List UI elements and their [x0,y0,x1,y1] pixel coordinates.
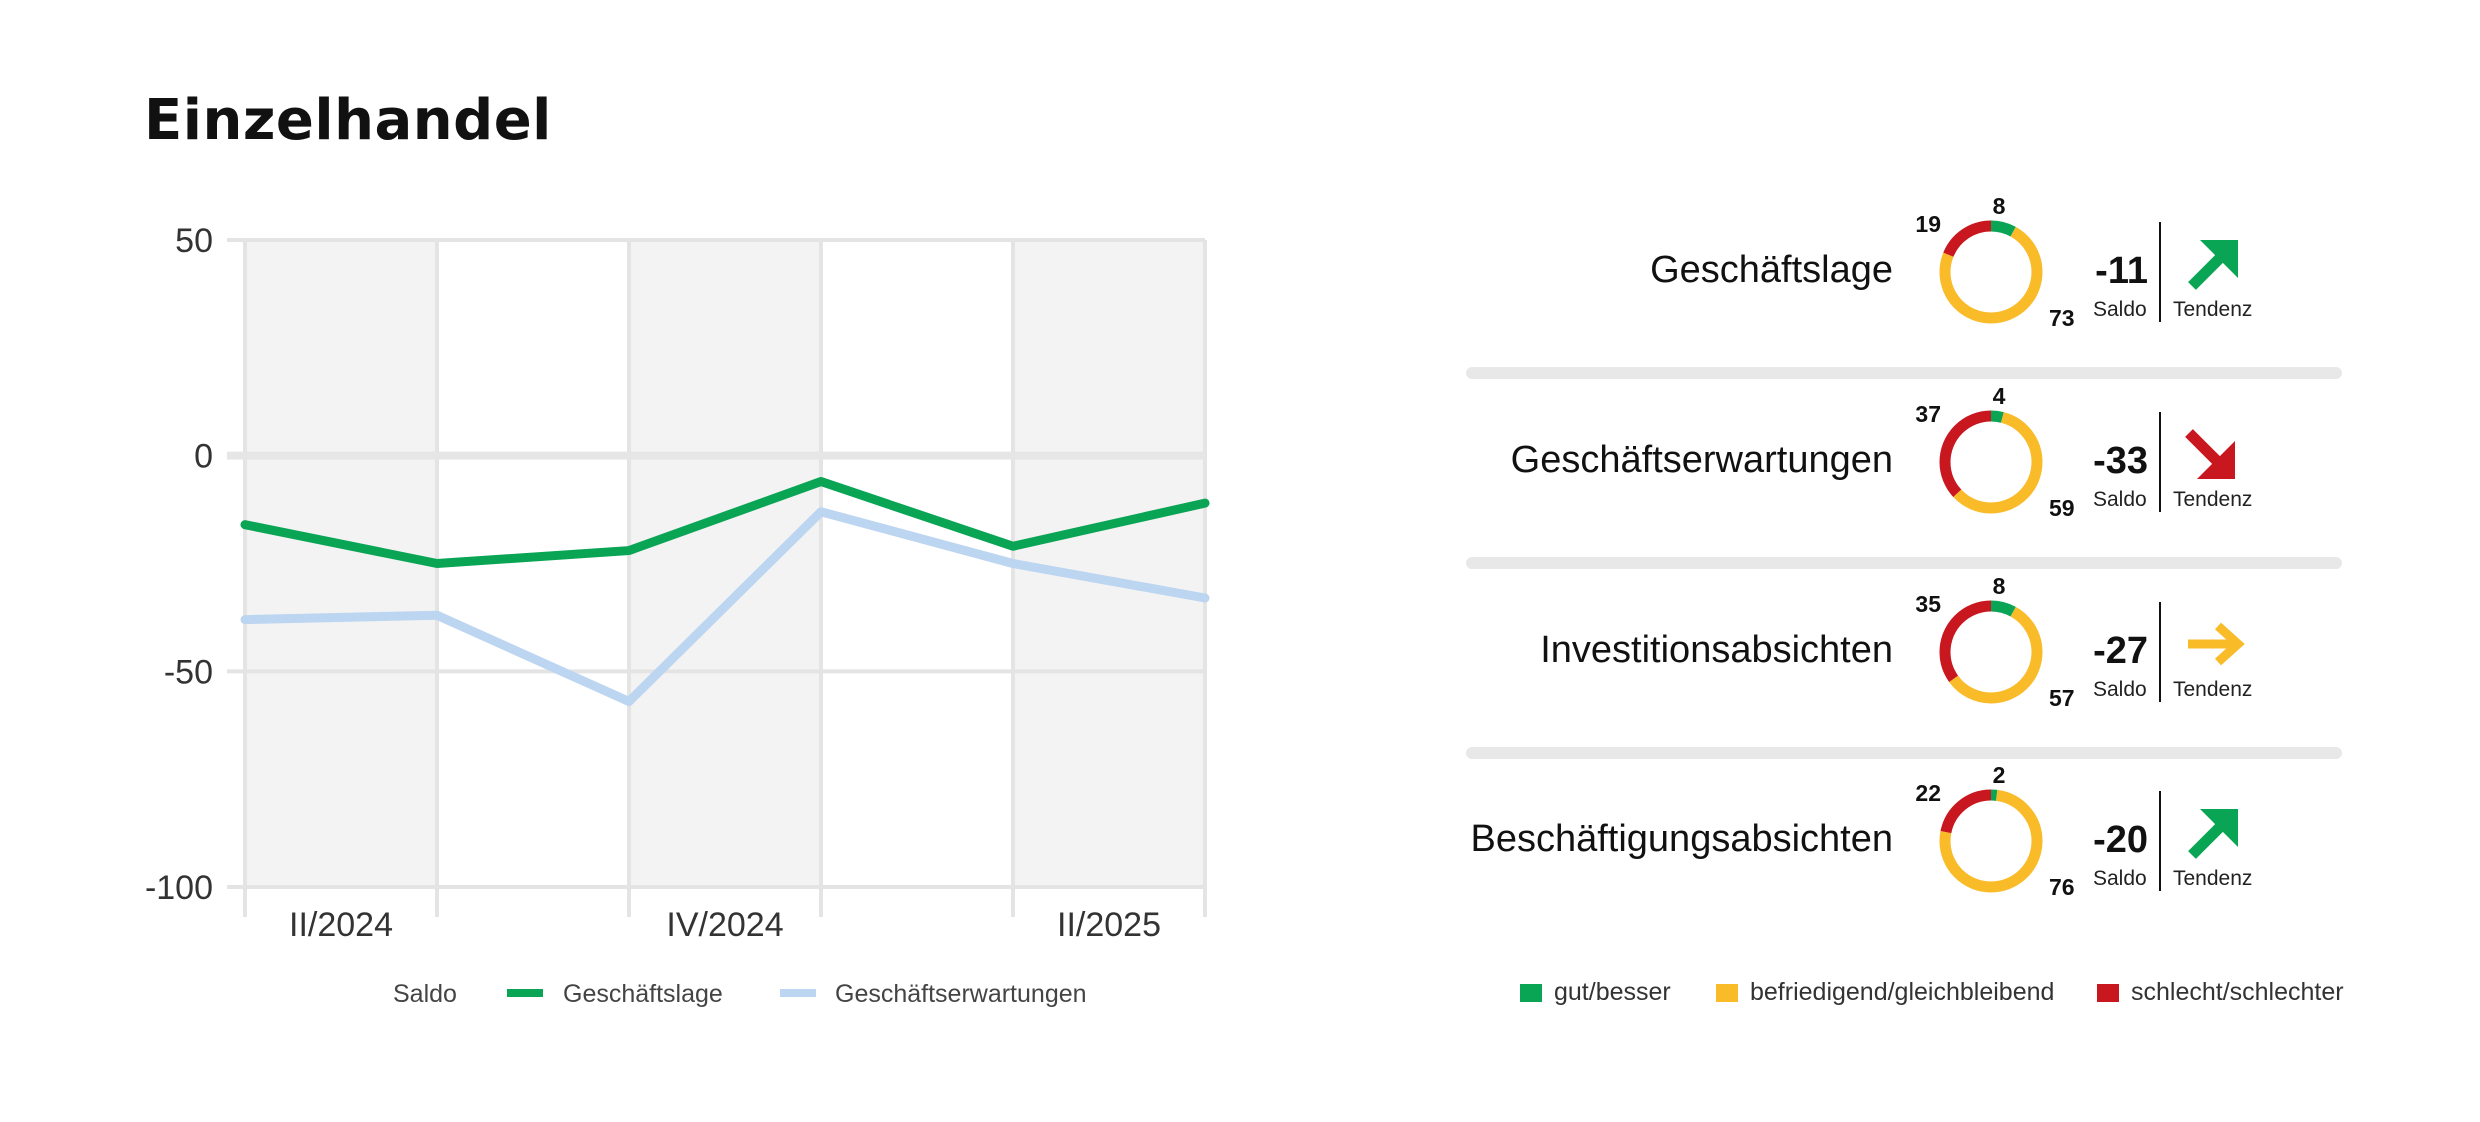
row-separator [1466,557,2342,569]
tendenz-label: Tendenz [2173,678,2253,701]
saldo-label: Saldo [2093,298,2147,321]
donut-segment-befriedigend [1939,220,2043,324]
donut-value-schlecht: 19 [1915,211,1941,237]
donut-value-gut: 2 [1993,762,2006,788]
tendenz-arrow-up-icon [2188,809,2238,859]
donut-value-schlecht: 35 [1915,591,1941,617]
legend-item-befriedigend: befriedigend/gleichbleibend [1716,978,2054,1007]
saldo-value: -33 [2093,440,2148,482]
donut-segment-befriedigend [1939,600,2043,704]
arrow-head [2197,441,2235,479]
separator [2159,412,2161,512]
x-tick-label: II/2024 [289,906,393,944]
donut-segment-schlecht [1939,410,2043,514]
tendenz-arrow-up-icon [2188,240,2238,290]
donut-segment-schlecht [1939,789,2043,893]
donut-segment-befriedigend [1939,410,2043,514]
indicator-label: Investitionsabsichten [1540,629,1893,671]
separator [2159,222,2161,322]
donut-value-gut: 4 [1993,383,2006,409]
donut-chart: 2 76 22 [1915,762,2075,900]
row-separator [1466,367,2342,379]
donut-value-schlecht: 22 [1915,780,1941,806]
saldo-value: -27 [2093,630,2148,672]
legend-swatch [1716,984,1738,1002]
saldo-label: Saldo [2093,867,2147,890]
legend-label: Geschäftserwartungen [835,980,1087,1008]
donut-chart: 8 57 35 [1915,573,2075,711]
row-separator [1466,747,2342,759]
donut-value-befriedigend: 59 [2049,495,2075,521]
line-chart: 50 0 -50 -100 II/2024 IV/2024 II/2025 Saldo Gesc… [145,222,1210,1008]
indicator-label: Beschäftigungsabsichten [1470,818,1893,860]
indicator-label: Geschäftslage [1650,249,1893,291]
donut-segment-schlecht [1939,600,2043,704]
legend-item-schlecht: schlecht/schlechter [2097,978,2344,1007]
saldo-value: -11 [2095,250,2148,292]
donut-value-befriedigend: 76 [2049,874,2075,900]
donut-value-gut: 8 [1993,573,2006,599]
series-line [240,507,1210,707]
arrow-head [2200,240,2238,278]
donut-value-schlecht: 37 [1915,401,1941,427]
indicator-label: Geschäftserwartungen [1510,439,1893,481]
series-line [240,477,1210,568]
y-tick-label: 50 [175,222,213,260]
x-tick-label: IV/2024 [666,906,783,944]
legend-label: schlecht/schlechter [2131,978,2344,1006]
legend-label: gut/besser [1554,978,1671,1006]
donut-segment-schlecht [1939,220,2043,324]
tendenz-label: Tendenz [2173,867,2253,890]
saldo-label: Saldo [2093,488,2147,511]
arrow-group [2185,429,2235,479]
legend-label: befriedigend/gleichbleibend [1750,978,2055,1006]
donut-value-befriedigend: 57 [2049,685,2075,711]
arrow-group [2188,809,2238,859]
donut-chart: 8 73 19 [1915,193,2075,331]
tendenz-label: Tendenz [2173,298,2253,321]
tendenz-arrow-down-icon [2185,429,2235,479]
shaded-band [245,240,437,887]
donut-value-gut: 8 [1993,193,2006,219]
x-tick-label: II/2025 [1057,906,1161,944]
y-tick-label: -100 [145,869,213,907]
legend-label: Geschäftslage [563,980,723,1008]
donut-chart: 4 59 37 [1915,383,2075,521]
separator [2159,791,2161,891]
legend-swatch [2097,984,2119,1002]
shaded-band [629,240,821,887]
donut-segment-befriedigend [1939,789,2043,893]
tendenz-arrow-right-icon [2188,622,2245,666]
legend-item-gut: gut/besser [1520,978,1671,1007]
y-tick-label: 0 [194,438,213,476]
y-tick-label: -50 [164,653,213,691]
arrow-group [2188,240,2238,290]
legend-swatch [1520,984,1542,1002]
saldo-value: -20 [2093,819,2148,861]
arrow-head [2214,622,2245,666]
page-title: Einzelhandel [144,88,552,153]
separator [2159,602,2161,702]
shaded-band [1013,240,1205,887]
arrow-head [2200,809,2238,847]
tendenz-label: Tendenz [2173,488,2253,511]
legend-title: Saldo [393,980,457,1008]
saldo-label: Saldo [2093,678,2147,701]
donut-value-befriedigend: 73 [2049,305,2075,331]
